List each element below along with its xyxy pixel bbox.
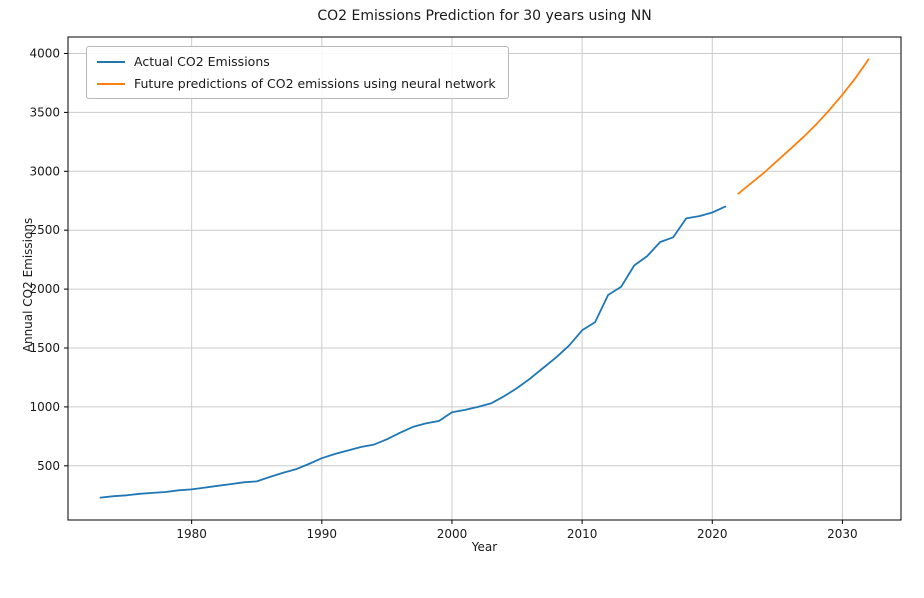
series-line-1	[737, 58, 870, 195]
x-tick-label: 2000	[437, 527, 468, 541]
chart-title: CO2 Emissions Prediction for 30 years us…	[317, 8, 652, 24]
legend-item-prediction: Future predictions of CO2 emissions usin…	[97, 76, 496, 91]
y-tick-label: 3500	[29, 105, 60, 119]
legend: Actual CO2 Emissions Future predictions …	[86, 46, 509, 99]
legend-label-actual: Actual CO2 Emissions	[134, 54, 270, 69]
x-tick-label: 1990	[307, 527, 338, 541]
y-tick-label: 1000	[29, 400, 60, 414]
x-tick-label: 2030	[827, 527, 858, 541]
x-tick-label: 1980	[176, 527, 207, 541]
prediction-line-icon	[97, 82, 125, 85]
legend-item-actual: Actual CO2 Emissions	[97, 54, 496, 69]
y-tick-label: 1500	[29, 341, 60, 355]
y-tick-label: 4000	[29, 46, 60, 60]
y-axis-label: Annual CO2 Emissions	[21, 217, 35, 353]
y-tick-label: 3000	[29, 164, 60, 178]
x-tick-label: 2020	[697, 527, 728, 541]
legend-label-prediction: Future predictions of CO2 emissions usin…	[134, 76, 496, 91]
series-line-0	[99, 205, 727, 499]
y-tick-label: 2000	[29, 282, 60, 296]
actual-line-icon	[97, 60, 125, 63]
x-axis-label: Year	[471, 540, 498, 554]
y-tick-label: 2500	[29, 223, 60, 237]
x-tick-label: 2010	[567, 527, 598, 541]
y-tick-label: 500	[37, 459, 60, 473]
